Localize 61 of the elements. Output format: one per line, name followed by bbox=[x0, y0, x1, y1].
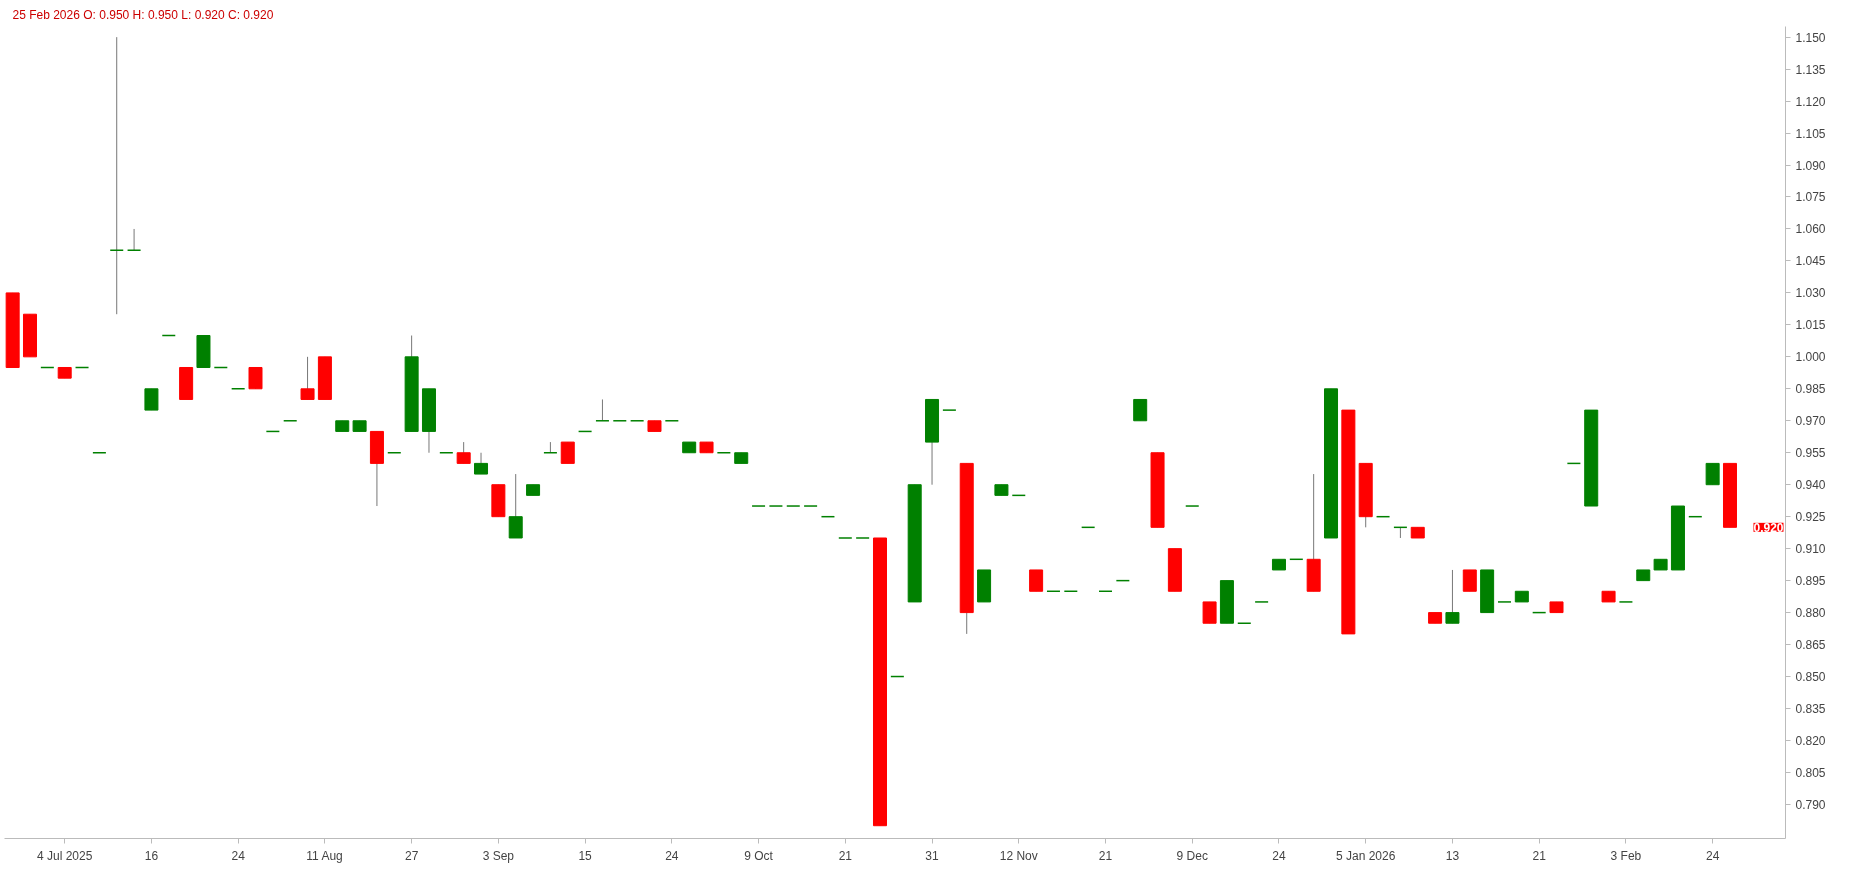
y-tick-label: 1.120 bbox=[1795, 94, 1826, 109]
x-tick-label: 24 bbox=[665, 848, 679, 863]
x-tick-label: 5 Jan 2026 bbox=[1336, 848, 1396, 863]
y-tick-label: 0.970 bbox=[1795, 414, 1826, 429]
y-tick-label: 0.955 bbox=[1795, 446, 1826, 461]
x-tick-label: 9 Oct bbox=[744, 848, 774, 863]
candlestick bbox=[144, 388, 159, 411]
y-tick-label: 1.090 bbox=[1795, 158, 1826, 173]
x-tick-label: 13 bbox=[1445, 848, 1460, 863]
y-tick-label: 1.060 bbox=[1795, 222, 1826, 237]
text: 0.920 bbox=[1753, 520, 1784, 535]
candlestick bbox=[595, 398, 610, 422]
x-tick-label: 21 bbox=[838, 848, 853, 863]
chart-title: 25 Feb 2026 O: 0.950 H: 0.950 L: 0.920 C: 0.920 bbox=[12, 7, 274, 22]
y-tick-label: 1.075 bbox=[1795, 190, 1826, 205]
y-tick-label: 0.895 bbox=[1795, 574, 1826, 589]
x-tick-label: 24 bbox=[231, 848, 246, 863]
candlestick bbox=[456, 441, 471, 464]
y-tick-label: 0.910 bbox=[1795, 542, 1826, 557]
y-tick-label: 1.135 bbox=[1795, 62, 1826, 77]
y-tick-label: 0.790 bbox=[1795, 797, 1826, 812]
y-tick-label: 0.880 bbox=[1795, 606, 1826, 621]
y-tick-label: 0.940 bbox=[1795, 478, 1826, 493]
y-tick-label: 0.820 bbox=[1795, 733, 1826, 748]
x-tick-label: 3 Sep bbox=[482, 848, 515, 863]
x-tick-label: 15 bbox=[578, 848, 593, 863]
y-tick-label: 1.150 bbox=[1795, 30, 1826, 45]
y-tick-label: 0.835 bbox=[1795, 701, 1826, 716]
candlestick bbox=[560, 441, 575, 464]
x-tick-label: 24 bbox=[1272, 848, 1286, 863]
y-tick-label: 0.805 bbox=[1795, 765, 1826, 780]
candlestick bbox=[1202, 601, 1217, 624]
x-tick-label: 12 Nov bbox=[999, 848, 1038, 863]
y-tick-label: 1.045 bbox=[1795, 254, 1826, 269]
y-tick-label: 1.015 bbox=[1795, 318, 1826, 333]
x-tick-label: 3 Feb bbox=[1610, 848, 1642, 863]
candlestick bbox=[1462, 569, 1477, 592]
y-tick-label: 1.030 bbox=[1795, 286, 1826, 301]
x-tick-label: 21 bbox=[1098, 848, 1113, 863]
x-tick-label: 11 Aug bbox=[306, 848, 343, 863]
y-tick-label: 1.105 bbox=[1795, 126, 1826, 141]
x-tick-label: 24 bbox=[1705, 848, 1720, 863]
y-tick-label: 0.865 bbox=[1795, 638, 1826, 653]
y-tick-label: 0.985 bbox=[1795, 382, 1826, 397]
candlestick bbox=[1445, 569, 1460, 624]
candlestick bbox=[474, 452, 489, 475]
candlestick bbox=[1705, 462, 1720, 486]
candlestick bbox=[248, 367, 263, 390]
x-tick-label: 31 bbox=[925, 848, 940, 863]
candlestick bbox=[300, 356, 315, 400]
x-tick-label: 27 bbox=[404, 848, 419, 863]
candlestick bbox=[508, 473, 523, 539]
candlestick bbox=[1133, 398, 1148, 422]
candlestick bbox=[1029, 569, 1044, 592]
y-tick-label: 0.850 bbox=[1795, 670, 1826, 685]
y-tick-label: 0.925 bbox=[1795, 510, 1826, 525]
x-tick-label: 9 Dec bbox=[1176, 848, 1208, 863]
x-tick-label: 16 bbox=[144, 848, 159, 863]
y-tick-label: 1.000 bbox=[1795, 350, 1826, 365]
x-tick-label: 4 Jul 2025 bbox=[37, 848, 93, 863]
x-tick-label: 21 bbox=[1532, 848, 1547, 863]
